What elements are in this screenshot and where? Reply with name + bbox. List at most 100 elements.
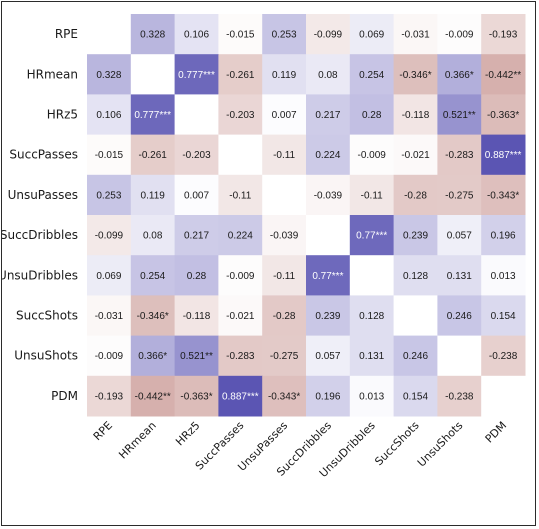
heatmap-cell-UnsuPasses-SuccDribbles [306,174,351,216]
heatmap-cell-SuccShots-UnsuPasses [262,295,307,337]
heatmap-cell-UnsuPasses-RPE [87,174,132,216]
heatmap-cell-RPE-HRz5 [174,14,219,55]
heatmap-cell-UnsuPasses-HRmean [130,174,176,216]
heatmap-cell-UnsuShots-UnsuPasses [262,335,307,377]
cell-value-HRz5-UnsuPasses: 0.007 [272,110,297,121]
heatmap-cell-UnsuShots-HRz5 [174,335,219,377]
cell-value-SuccShots-UnsuPasses: -0.28 [273,311,296,322]
heatmap-cell-RPE-UnsuPasses [262,14,307,55]
cell-value-UnsuDribbles-UnsuShots: 0.131 [447,271,472,282]
row-label-UnsuPasses: UnsuPasses [8,188,78,202]
heatmap-cell-SuccShots-UnsuShots [437,295,482,337]
cell-value-RPE-HRz5: 0.106 [184,30,209,41]
cell-value-PDM-SuccPasses: 0.887*** [222,391,259,402]
cell-value-PDM-HRz5: -0.363* [180,391,212,402]
heatmap-cell-UnsuShots-SuccShots [393,335,438,377]
cell-value-RPE-PDM: -0.193 [489,30,518,41]
cell-value-SuccDribbles-UnsuPasses: -0.039 [270,231,299,242]
heatmap-cell-RPE-SuccDribbles [306,14,351,55]
column-label-HRmean: HRmean [116,419,159,462]
cell-value-UnsuPasses-PDM: -0.343* [487,190,519,201]
heatmap-cell-UnsuPasses-HRz5 [174,174,219,216]
heatmap-cell-UnsuDribbles-HRmean [130,255,176,296]
cell-value-UnsuDribbles-PDM: 0.013 [491,271,516,282]
heatmap-cell-UnsuPasses-SuccPasses [218,174,263,216]
heatmap-cell-SuccDribbles-UnsuPasses [262,215,307,256]
heatmap-cell-SuccShots-SuccDribbles [306,295,351,337]
cell-value-PDM-UnsuDribbles: 0.013 [359,391,384,402]
cell-value-UnsuDribbles-SuccShots: 0.128 [403,271,428,282]
cell-value-RPE-SuccDribbles: -0.099 [314,30,343,41]
heatmap-cell-UnsuDribbles-SuccPasses [218,255,263,296]
heatmap-cell-PDM-UnsuPasses [262,375,307,417]
heatmap-cell-UnsuPasses-UnsuShots [437,174,482,216]
row-label-SuccPasses: SuccPasses [9,148,78,162]
cell-value-PDM-SuccDribbles: 0.196 [315,391,340,402]
cell-value-SuccPasses-PDM: 0.887*** [485,150,522,161]
heatmap-cell-SuccShots-SuccPasses [218,295,263,337]
heatmap-cell-SuccDribbles-UnsuShots [437,215,482,256]
cell-value-UnsuPasses-HRz5: 0.007 [184,190,209,201]
cell-value-HRmean-SuccDribbles: 0.08 [318,70,338,81]
cell-value-UnsuPasses-UnsuShots: -0.275 [445,190,474,201]
cell-value-SuccShots-SuccPasses: -0.021 [226,311,255,322]
heatmap-cell-SuccPasses-UnsuPasses [262,134,307,176]
heatmap-cell-SuccPasses-SuccPasses [218,134,263,176]
heatmap-cell-SuccDribbles-SuccPasses [218,215,263,256]
column-label-HRz5: HRz5 [173,419,202,448]
heatmap-cell-RPE-UnsuShots [437,14,482,55]
heatmap-cell-UnsuShots-UnsuShots [437,335,482,377]
heatmap-cell-HRz5-UnsuDribbles [349,94,395,136]
cell-value-UnsuPasses-RPE: 0.253 [96,190,121,201]
heatmap-cell-SuccDribbles-PDM [481,215,526,256]
cell-value-UnsuDribbles-HRz5: 0.28 [187,271,207,282]
heatmap-cell-SuccPasses-HRmean [130,134,176,176]
cell-value-UnsuDribbles-SuccDribbles: 0.77*** [312,271,343,282]
cell-value-HRz5-UnsuShots: 0.521** [443,110,476,121]
cell-value-UnsuDribbles-HRmean: 0.254 [140,271,165,282]
heatmap-cell-RPE-RPE [87,14,132,55]
heatmap-cell-HRz5-UnsuShots [437,94,482,136]
heatmap-cell-SuccShots-HRmean [130,295,176,337]
cell-value-PDM-SuccShots: 0.154 [403,391,428,402]
heatmap-cell-HRz5-UnsuPasses [262,94,307,136]
cell-value-SuccDribbles-SuccShots: 0.239 [403,231,428,242]
heatmap-cell-SuccShots-HRz5 [174,295,219,337]
cell-value-PDM-UnsuShots: -0.238 [445,391,474,402]
row-label-SuccDribbles: SuccDribbles [2,228,78,242]
cell-value-HRmean-PDM: -0.442** [485,70,521,81]
cell-value-UnsuShots-SuccPasses: -0.283 [226,351,255,362]
heatmap-cell-RPE-PDM [481,14,526,55]
column-label-UnsuShots: UnsuShots [415,419,466,470]
cell-value-PDM-UnsuPasses: -0.343* [268,391,300,402]
cell-value-UnsuShots-UnsuDribbles: 0.131 [359,351,384,362]
row-label-RPE: RPE [55,27,78,41]
heatmap-cell-SuccPasses-RPE [87,134,132,176]
cell-value-HRmean-UnsuPasses: 0.119 [272,70,297,81]
cell-value-SuccPasses-RPE: -0.015 [95,150,124,161]
heatmap-cell-HRmean-SuccPasses [218,54,263,95]
heatmap-cell-HRmean-SuccShots [393,54,438,95]
heatmap-cell-HRz5-SuccPasses [218,94,263,136]
heatmap-cell-HRz5-HRz5 [174,94,219,136]
heatmap-cell-SuccPasses-UnsuDribbles [349,134,395,176]
cell-value-SuccShots-HRmean: -0.346* [137,311,169,322]
heatmap-cell-HRz5-SuccShots [393,94,438,136]
cell-value-UnsuPasses-SuccDribbles: -0.039 [314,190,343,201]
heatmap-cell-UnsuPasses-UnsuDribbles [349,174,395,216]
cell-value-SuccDribbles-PDM: 0.196 [491,231,516,242]
cell-value-HRz5-RPE: 0.106 [96,110,121,121]
heatmap-cell-UnsuPasses-PDM [481,174,526,216]
heatmap-cell-RPE-SuccShots [393,14,438,55]
cell-value-HRz5-UnsuDribbles: 0.28 [362,110,382,121]
cell-value-UnsuShots-HRmean: 0.366* [138,351,167,362]
heatmap-cell-UnsuPasses-SuccShots [393,174,438,216]
heatmap-cell-HRmean-HRz5 [174,54,219,95]
cell-value-UnsuDribbles-RPE: 0.069 [96,271,121,282]
cell-value-UnsuPasses-HRmean: 0.119 [141,190,166,201]
heatmap-cell-SuccPasses-SuccDribbles [306,134,351,176]
cell-value-UnsuShots-SuccShots: 0.246 [403,351,428,362]
cell-value-SuccDribbles-UnsuDribbles: 0.77*** [356,231,387,242]
heatmap-cell-UnsuDribbles-SuccDribbles [306,255,351,296]
